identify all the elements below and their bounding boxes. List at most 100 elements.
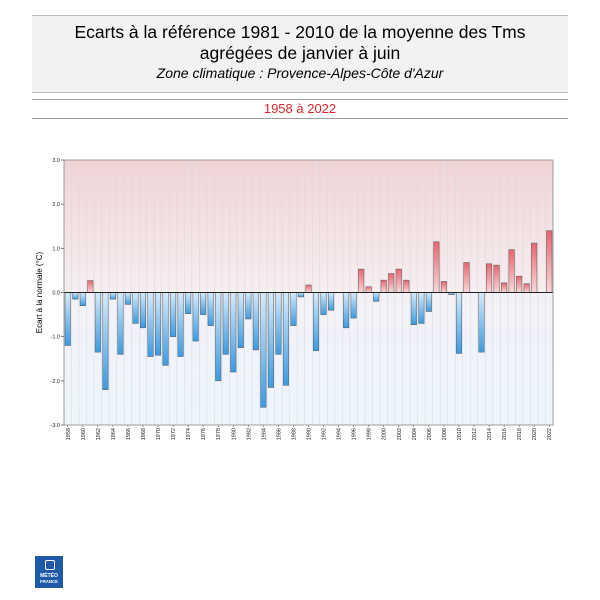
x-tick-label: 1964: [111, 428, 117, 440]
bar-1992: [320, 292, 327, 315]
bar-2017: [508, 249, 515, 293]
bar-2003: [403, 279, 410, 293]
bar-2015: [493, 264, 500, 293]
x-tick-label: 2020: [532, 428, 538, 440]
bar-1960: [79, 292, 86, 306]
x-tick-label: 2000: [382, 428, 388, 440]
y-tick-label: -1.0: [51, 335, 60, 341]
bar-2006: [425, 292, 432, 312]
logo-text-line2: FRANCE: [40, 579, 58, 584]
y-tick-label: 1.0: [52, 246, 60, 252]
x-tick-label: 2022: [547, 428, 553, 440]
bar-2020: [531, 242, 538, 293]
bar-chart: 3.0 2.0 1.0 0.0 -1.0 -2.0 -3.0 Ecart à la norma…: [35, 158, 554, 440]
logo-text-line1: MÉTÉO: [40, 573, 58, 579]
bar-2007: [433, 241, 440, 293]
bar-1962: [94, 292, 101, 353]
bar-1969: [147, 292, 154, 357]
x-tick-label: 1960: [81, 428, 87, 440]
bar-1988: [290, 292, 297, 326]
bar-1972: [170, 292, 177, 337]
bar-1984: [260, 292, 267, 408]
x-tick-label: 2004: [412, 428, 418, 440]
bar-1982: [245, 292, 252, 320]
bar-1996: [350, 292, 357, 319]
bar-2001: [388, 273, 395, 293]
x-tick-label: 1974: [186, 428, 192, 440]
bar-1983: [252, 292, 259, 351]
y-tick-label: -2.0: [51, 379, 60, 385]
bar-1990: [305, 284, 312, 293]
x-tick-label: 1966: [126, 428, 132, 440]
x-tick-label: 1996: [352, 428, 358, 440]
x-tick-label: 1972: [171, 428, 177, 440]
bar-1963: [102, 292, 109, 390]
bar-1959: [72, 292, 79, 300]
bar-2002: [395, 268, 402, 293]
x-tick-label: 2018: [517, 428, 523, 440]
x-tick-label: 1992: [322, 428, 328, 440]
bar-2018: [516, 275, 523, 293]
title-panel: Ecarts à la référence 1981 - 2010 de la …: [32, 15, 568, 93]
bar-2013: [478, 292, 485, 353]
bar-2000: [380, 279, 387, 293]
bar-1979: [222, 292, 229, 355]
bar-1966: [124, 292, 131, 305]
bar-2005: [418, 292, 425, 324]
bar-1958: [64, 292, 71, 346]
x-tick-label: 1994: [337, 428, 343, 440]
x-tick-label: 1976: [201, 428, 207, 440]
x-tick-label: 1998: [367, 428, 373, 440]
bar-1965: [117, 292, 124, 355]
meteo-france-logo: MÉTÉO FRANCE: [35, 556, 63, 588]
x-tick-label: 1978: [216, 428, 222, 440]
bar-1967: [132, 292, 139, 324]
bar-2014: [486, 263, 493, 293]
x-tick-label: 2012: [472, 428, 478, 440]
chart-title: Ecarts à la référence 1981 - 2010 de la …: [74, 22, 526, 63]
bar-1995: [343, 292, 350, 329]
x-tick-label: 1990: [307, 428, 313, 440]
bar-1998: [365, 286, 372, 293]
bar-1989: [297, 292, 304, 298]
bar-1975: [192, 292, 199, 342]
bar-1980: [230, 292, 237, 373]
bar-2008: [440, 281, 447, 293]
y-tick-label: 2.0: [52, 202, 60, 208]
x-tick-label: 1984: [261, 428, 267, 440]
bar-1973: [177, 292, 184, 357]
bar-1971: [162, 292, 169, 366]
bar-2004: [410, 292, 417, 325]
period-label: 1958 à 2022: [32, 99, 568, 119]
x-tick-label: 1968: [141, 428, 147, 440]
bar-2010: [455, 292, 462, 354]
bar-1997: [358, 268, 365, 293]
logo-icon: [45, 560, 55, 570]
x-tick-label: 2008: [442, 428, 448, 440]
bar-1970: [155, 292, 162, 356]
x-tick-label: 1988: [291, 428, 297, 440]
bar-1981: [237, 292, 244, 348]
x-tick-label: 1986: [276, 428, 282, 440]
bar-2011: [463, 262, 470, 293]
bar-1987: [282, 292, 289, 386]
bar-1964: [109, 292, 116, 300]
y-tick-label: 3.0: [52, 158, 60, 164]
y-tick-label: -3.0: [51, 423, 60, 429]
bar-1978: [215, 292, 222, 382]
bar-1974: [185, 292, 192, 314]
x-tick-label: 1980: [231, 428, 237, 440]
chart-subtitle: Zone climatique : Provence-Alpes-Côte d'…: [156, 65, 444, 81]
x-tick-label: 2002: [397, 428, 403, 440]
x-tick-label: 1970: [156, 428, 162, 440]
bar-1986: [275, 292, 282, 355]
bar-2022: [546, 230, 553, 293]
bar-2016: [501, 282, 508, 293]
x-tick-label: 1958: [66, 428, 72, 440]
x-tick-label: 2014: [487, 428, 493, 440]
y-axis-label: Ecart à la normale (°C): [35, 251, 44, 333]
bar-1977: [207, 292, 214, 326]
bar-1999: [373, 292, 380, 302]
bar-1968: [139, 292, 147, 329]
x-tick-label: 1982: [246, 428, 252, 440]
